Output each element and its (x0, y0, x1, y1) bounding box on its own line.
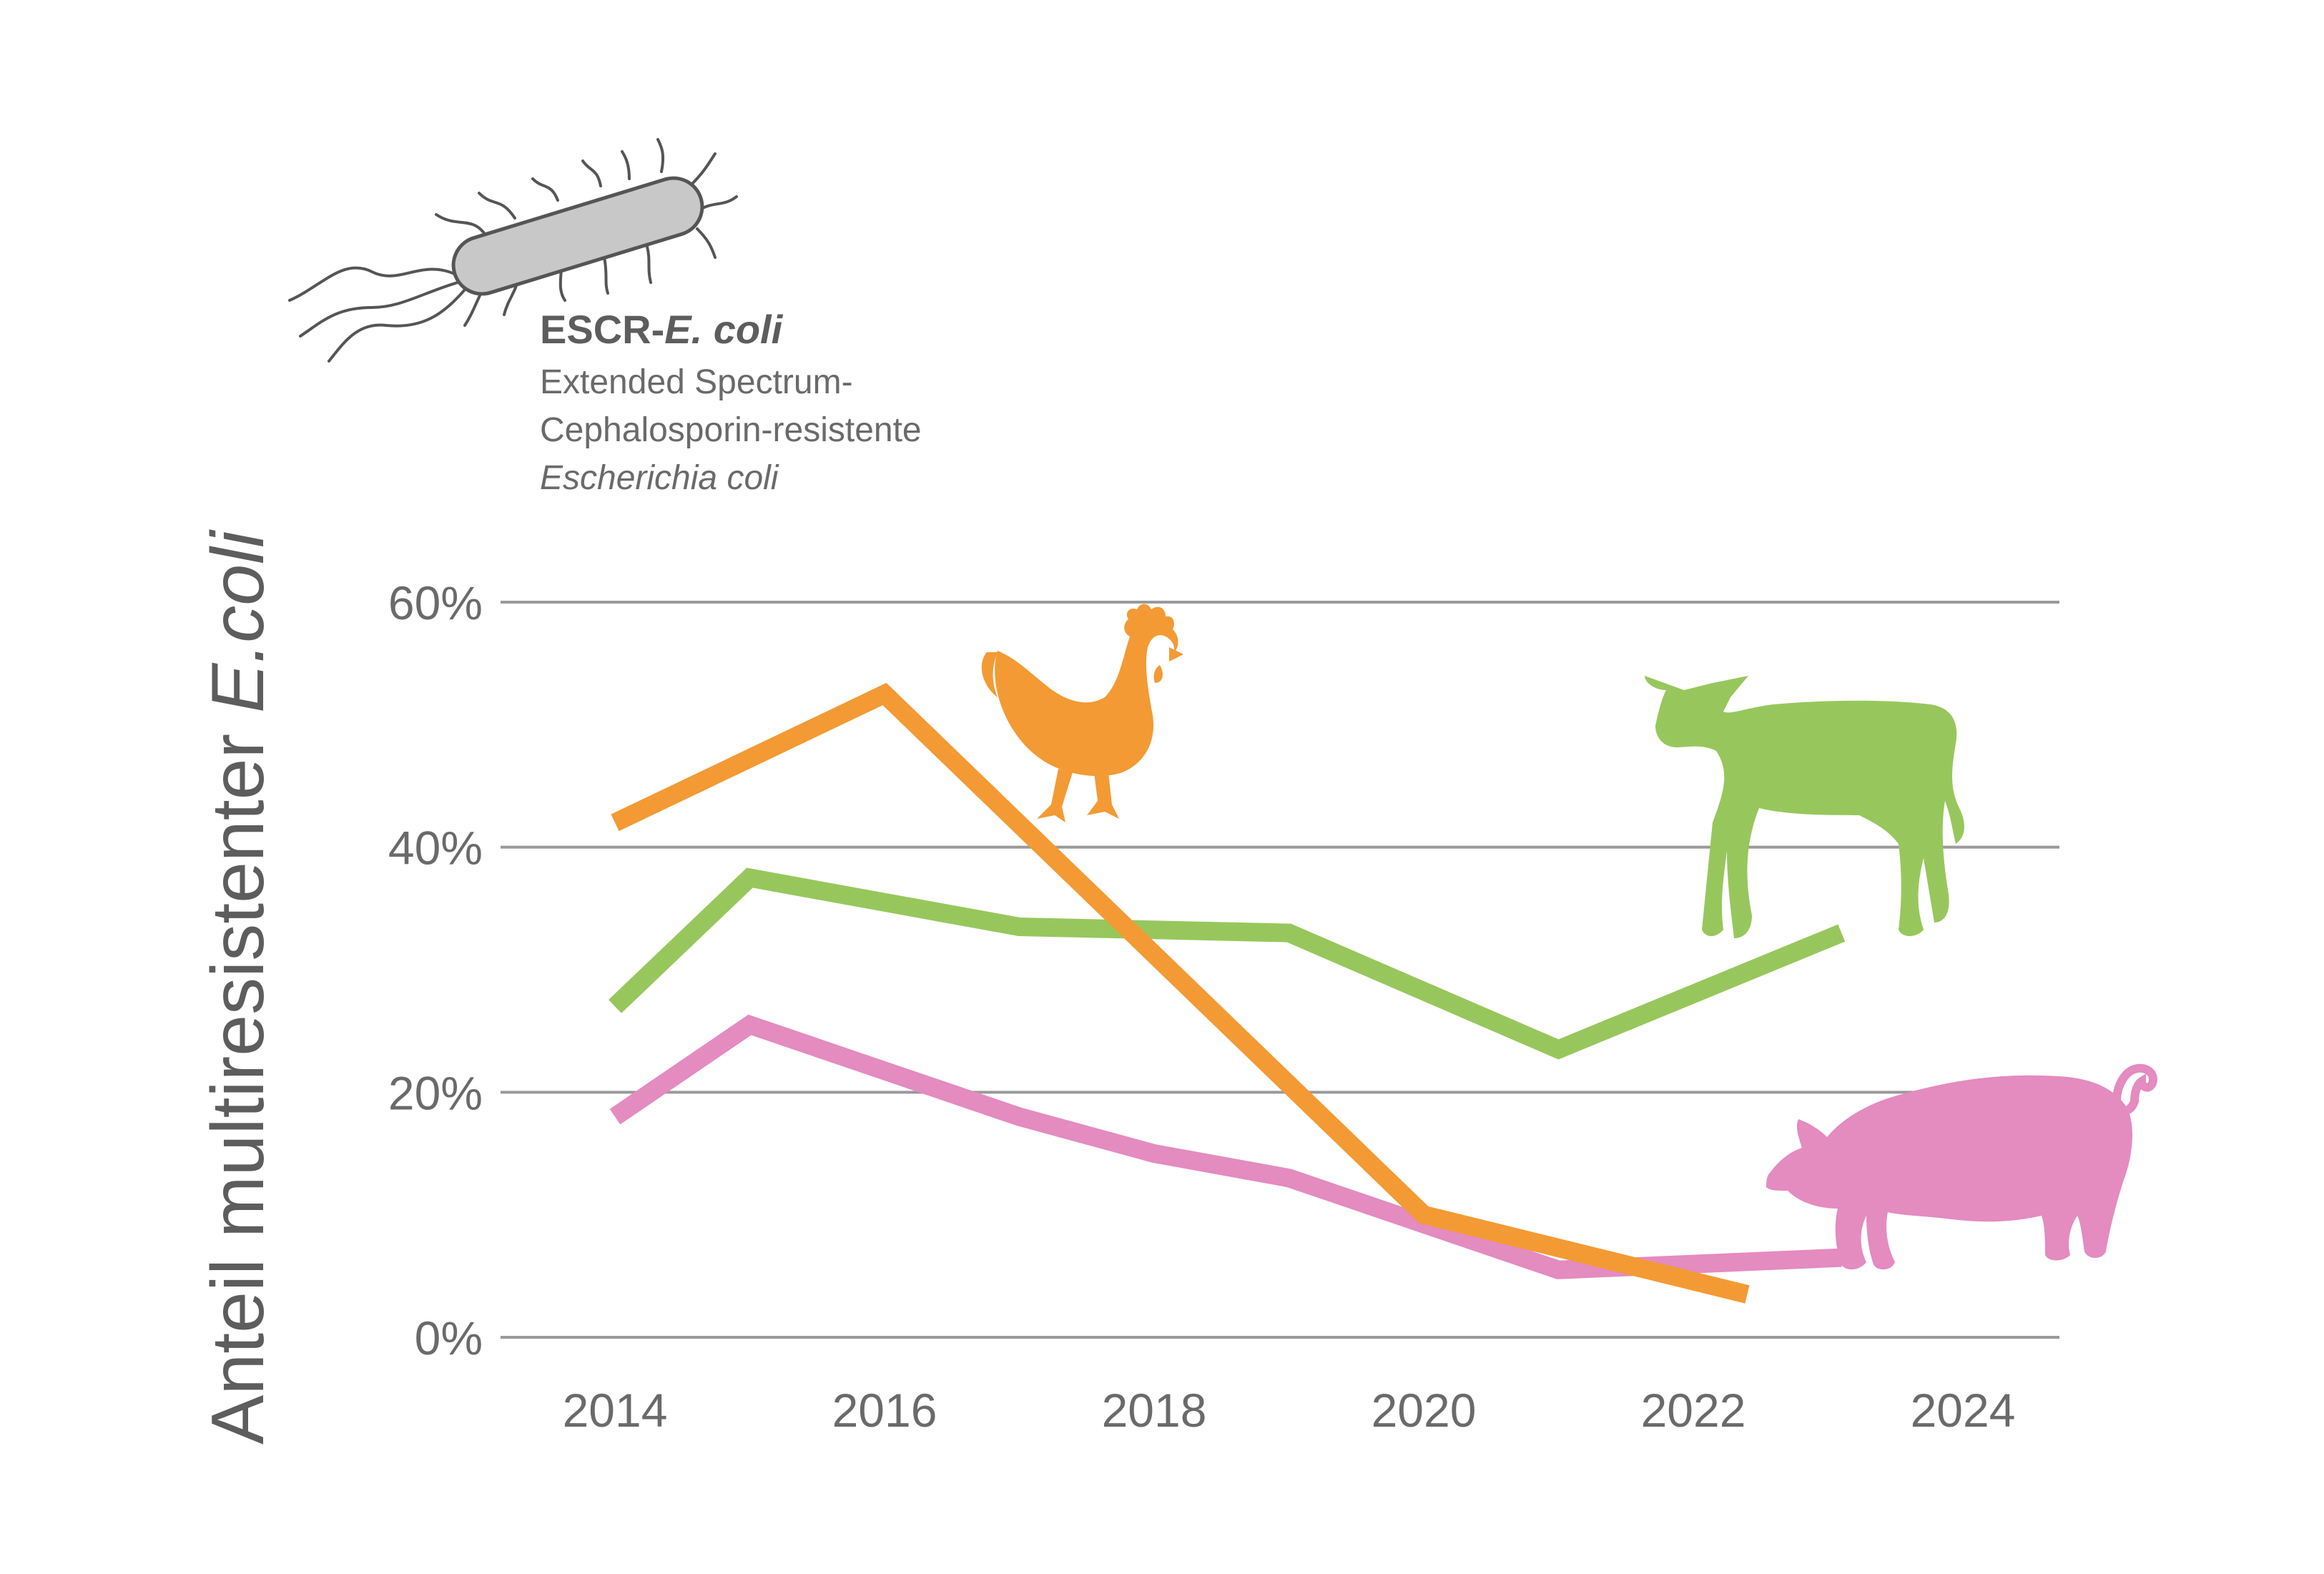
y-axis-label-italic: E.coli (197, 529, 280, 713)
series-line-calf (609, 867, 1846, 1060)
pig-icon (1766, 1063, 2157, 1270)
y-tick-label: 40% (388, 822, 483, 875)
legend-title: ESCR-E. coli (540, 307, 784, 352)
x-tick-label: 2020 (1372, 1384, 1477, 1437)
calf-icon (1645, 676, 1964, 938)
y-tick-label: 0% (415, 1312, 483, 1364)
legend-line-3: Escherichia coli (540, 459, 779, 497)
series-line-pig (609, 1014, 1842, 1279)
y-axis-label-plain: Anteil multiresistenter (197, 713, 280, 1445)
gridlines (501, 601, 2059, 1339)
x-tick-label: 2014 (563, 1384, 668, 1437)
legend-line-2: Cephalosporin-resistente (540, 411, 922, 449)
x-axis-ticks: 2014 2016 2018 2020 2022 2024 (563, 1384, 2016, 1437)
legend-title-plain: ESCR- (540, 307, 664, 352)
series-line-chicken (611, 682, 1750, 1304)
x-tick-label: 2016 (832, 1384, 937, 1437)
y-tick-label: 60% (388, 576, 483, 629)
y-axis-label: Anteil multiresistenter E.coli (197, 529, 280, 1445)
legend-line-1: Extended Spectrum- (540, 363, 853, 401)
chicken-icon (981, 604, 1183, 822)
data-series (609, 682, 1846, 1304)
y-axis-ticks: 0% 20% 40% 60% (388, 576, 483, 1364)
x-tick-label: 2018 (1102, 1384, 1207, 1437)
x-tick-label: 2022 (1641, 1384, 1746, 1437)
y-tick-label: 20% (388, 1066, 483, 1119)
x-tick-label: 2024 (1911, 1384, 2016, 1437)
bacterium-icon (288, 138, 738, 363)
legend-title-italic: E. coli (664, 307, 783, 352)
